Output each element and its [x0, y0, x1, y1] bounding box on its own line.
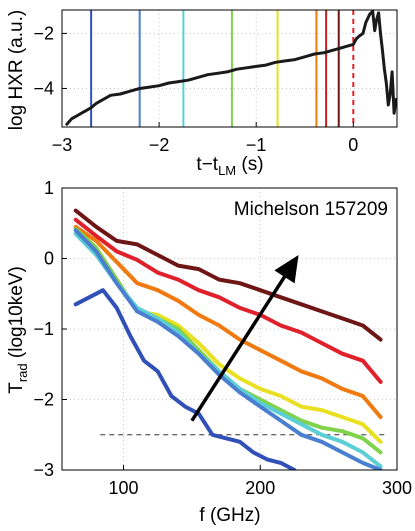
trad-y-tick-label: 1	[44, 178, 54, 198]
trad-title: Michelson 157209	[234, 199, 388, 220]
hxr-series-line	[65, 10, 397, 126]
trad-panel: 100 200 300 1 0 −1 −2 −3 Michelson 157209 Trad …	[6, 178, 412, 526]
trad-y-tick-label: −1	[33, 319, 54, 339]
hxr-time-markers	[90, 10, 355, 127]
hxr-x-tick-label: −1	[246, 135, 267, 155]
trad-ticks: 100 200 300 1 0 −1 −2 −3	[33, 178, 412, 498]
trad-trend-arrow	[190, 254, 299, 422]
hxr-panel: −3 −2 −1 0 −4 −2 log HXR (a.u.) t−tLM (s)	[6, 9, 398, 178]
hxr-x-tick-label: −3	[52, 135, 73, 155]
hxr-series	[65, 10, 397, 126]
hxr-x-axis-label: t−tLM (s)	[196, 154, 263, 178]
trad-x-tick-label: 100	[109, 478, 139, 498]
trad-series-line	[73, 217, 383, 384]
trad-series-line	[73, 208, 383, 342]
trend-arrow-head	[274, 254, 299, 284]
hxr-plot-frame	[62, 10, 397, 127]
hxr-x-tick-label: −2	[149, 135, 170, 155]
hxr-x-tick-label: 0	[348, 135, 358, 155]
trad-series-line	[73, 288, 297, 470]
trend-arrow-shaft	[190, 275, 286, 422]
hxr-plot-border	[61, 9, 398, 128]
trad-series-line	[73, 224, 383, 420]
hxr-y-tick-label: −2	[33, 23, 54, 43]
trad-y-tick-label: −3	[33, 460, 54, 480]
hxr-ticks: −3 −2 −1 0 −4 −2	[33, 23, 358, 155]
trad-x-tick-label: 300	[382, 478, 412, 498]
trad-y-tick-label: 0	[44, 249, 54, 269]
trad-x-tick-label: 200	[245, 478, 275, 498]
hxr-y-axis-label: log HXR (a.u.)	[6, 10, 27, 130]
hxr-y-tick-label: −4	[33, 78, 54, 98]
trad-series-line	[73, 228, 383, 470]
trad-x-axis-label: f (GHz)	[199, 505, 260, 526]
trad-series	[73, 208, 383, 470]
trad-y-axis-label: Trad (log10keV)	[6, 266, 30, 394]
trad-plot-frame	[62, 188, 397, 470]
trad-y-tick-label: −2	[33, 390, 54, 410]
